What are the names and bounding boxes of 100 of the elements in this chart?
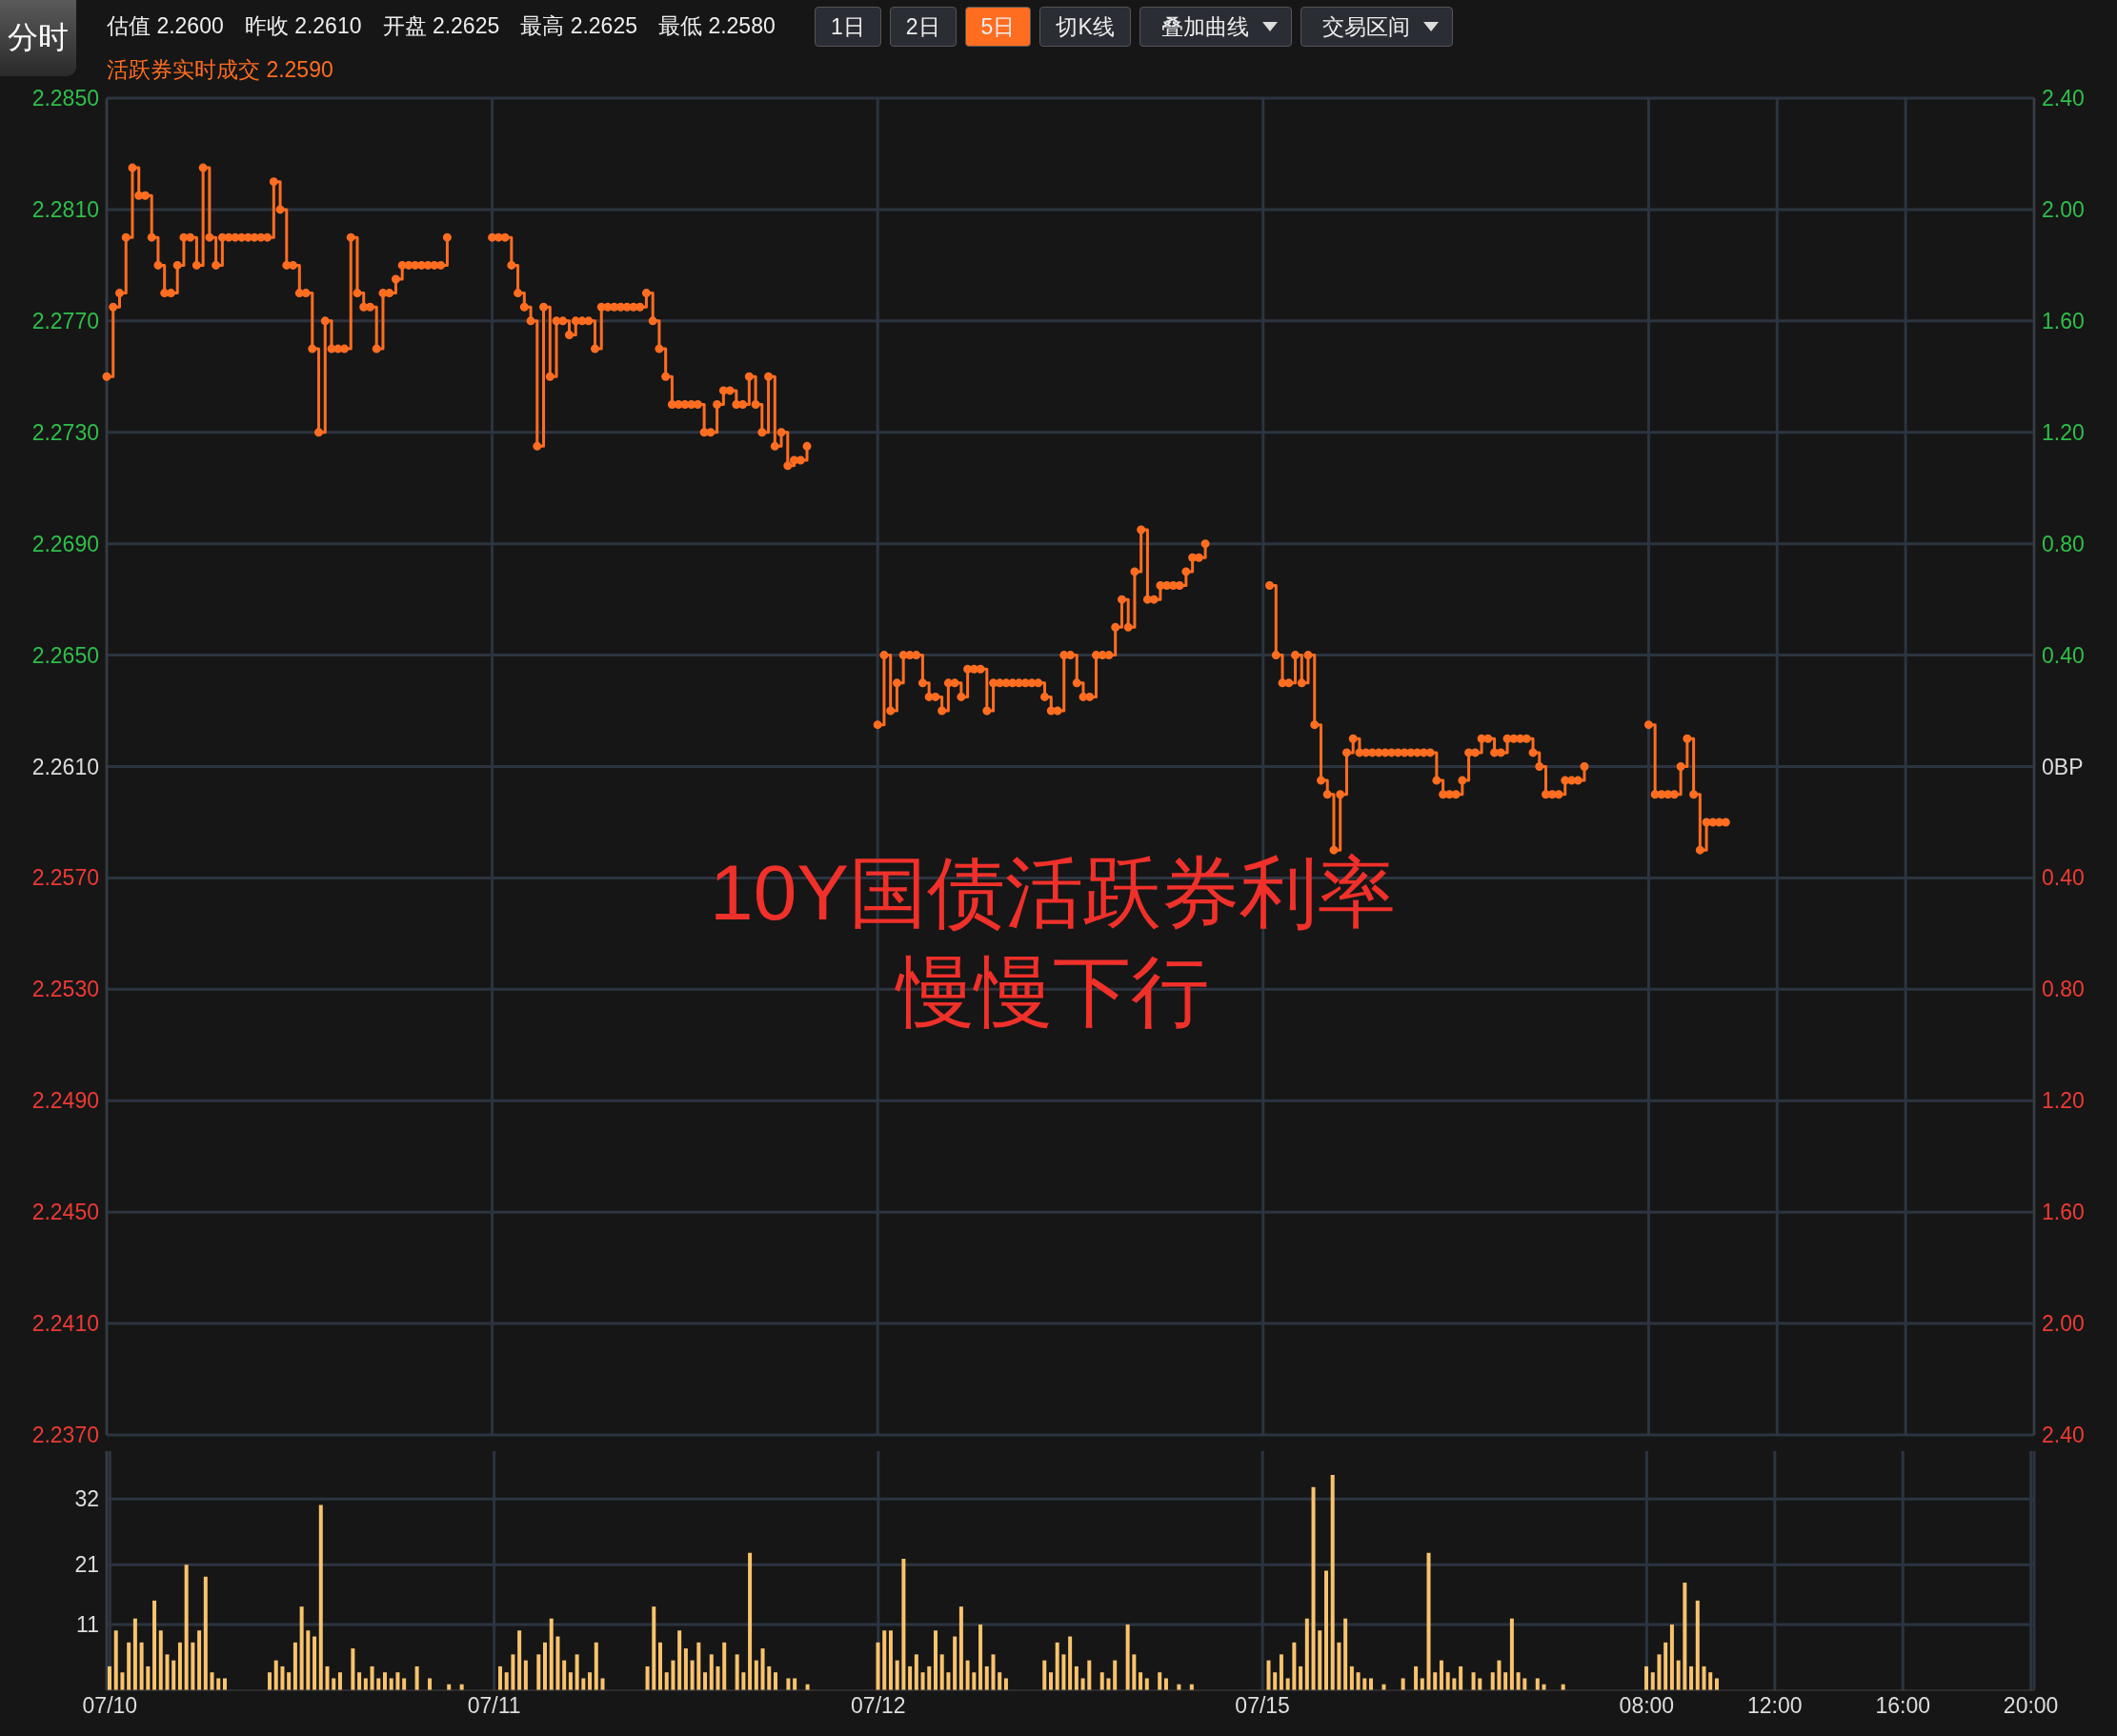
- y2-tick-label: 2.40: [2042, 86, 2085, 111]
- bar: [1163, 1678, 1168, 1690]
- y-tick-label: 2.2570: [31, 865, 99, 891]
- y2-tick-label: 0.40: [2042, 642, 2085, 668]
- bar: [1714, 1678, 1719, 1690]
- bar: [132, 1618, 137, 1690]
- bar: [549, 1618, 554, 1690]
- x-tick-label: 07/15: [1235, 1693, 1290, 1719]
- text: 最低 2.2580: [658, 12, 776, 40]
- y-tick-label: 2.2490: [31, 1088, 99, 1114]
- bar: [972, 1672, 977, 1690]
- x-tick-label: 07/11: [467, 1693, 521, 1719]
- bar: [108, 1665, 111, 1690]
- y-tick-label: 2.2690: [31, 531, 99, 556]
- bar: [908, 1665, 913, 1690]
- bar: [1311, 1486, 1316, 1690]
- bar: [1055, 1642, 1059, 1690]
- bar: [1439, 1660, 1443, 1690]
- bar: [402, 1678, 407, 1690]
- bar: [1702, 1665, 1706, 1690]
- bar: [934, 1630, 938, 1690]
- bar: [1080, 1678, 1085, 1690]
- bar: [1266, 1660, 1271, 1690]
- bar: [511, 1654, 515, 1690]
- y-tick-label: 2.2730: [31, 419, 99, 445]
- x-tick-label: 20:00: [2003, 1693, 2059, 1719]
- bar: [113, 1630, 118, 1690]
- bar: [562, 1660, 567, 1690]
- bar: [127, 1642, 131, 1690]
- bar: [1362, 1678, 1367, 1690]
- bar: [1125, 1624, 1130, 1690]
- bar: [139, 1642, 144, 1690]
- bar: [895, 1660, 899, 1690]
- y2-tick-label: 2.00: [2042, 196, 2085, 222]
- bar: [1132, 1654, 1137, 1690]
- bar: [1433, 1672, 1438, 1690]
- text: 最高 2.2625: [520, 12, 637, 40]
- x-tick-label: 07/10: [82, 1693, 138, 1719]
- bar: [517, 1630, 522, 1690]
- bar: [786, 1678, 791, 1690]
- bar: [1522, 1678, 1527, 1690]
- bar: [292, 1642, 297, 1690]
- bar: [1285, 1678, 1290, 1690]
- bar: [1042, 1660, 1047, 1690]
- y2-tick-label: 0BP: [2042, 754, 2084, 779]
- bar: [363, 1678, 368, 1690]
- bar: [1535, 1678, 1540, 1690]
- bar: [1003, 1678, 1008, 1690]
- y-tick-label: 2.2770: [31, 308, 99, 333]
- bar: [1279, 1654, 1283, 1690]
- y2-tick-label: 0.40: [2042, 865, 2085, 891]
- bar: [1676, 1660, 1681, 1690]
- bar: [337, 1672, 342, 1690]
- bar: [671, 1660, 675, 1690]
- bar: [760, 1648, 765, 1690]
- bar: [1644, 1665, 1649, 1690]
- bar: [939, 1654, 944, 1690]
- bar: [222, 1678, 227, 1690]
- bar: [600, 1678, 605, 1690]
- bar: [273, 1660, 278, 1690]
- bar: [716, 1665, 720, 1690]
- y-tick-label: 2.2850: [31, 86, 99, 111]
- y2-tick-label: 0.80: [2042, 977, 2085, 1002]
- bar: [664, 1672, 669, 1690]
- bar: [568, 1672, 573, 1690]
- bar: [184, 1564, 189, 1690]
- bar: [203, 1576, 208, 1690]
- bar: [741, 1672, 746, 1690]
- bar: [958, 1606, 963, 1690]
- bar: [953, 1636, 958, 1690]
- text: 开盘 2.2625: [382, 12, 500, 40]
- y-tick-label: 11: [76, 1612, 99, 1638]
- bar: [1420, 1678, 1424, 1690]
- bar: [536, 1654, 541, 1690]
- bar: [165, 1654, 170, 1690]
- bar: [376, 1678, 381, 1690]
- bar: [991, 1654, 996, 1690]
- bar: [146, 1665, 151, 1690]
- y-tick-label: 2.2410: [31, 1311, 99, 1337]
- bar: [914, 1654, 918, 1690]
- bar: [158, 1630, 163, 1690]
- bar: [1516, 1672, 1521, 1690]
- bar: [1689, 1665, 1694, 1690]
- bar: [280, 1665, 285, 1690]
- bar: [888, 1630, 893, 1690]
- bar: [773, 1672, 777, 1690]
- text: 2日: [889, 7, 957, 47]
- bar: [1471, 1672, 1476, 1690]
- bar: [1426, 1552, 1431, 1690]
- bar: [575, 1654, 579, 1690]
- bar: [395, 1672, 400, 1690]
- bar: [696, 1642, 701, 1690]
- bar: [703, 1672, 708, 1690]
- text: 1日: [815, 7, 881, 47]
- bar: [1657, 1654, 1662, 1690]
- bar: [383, 1672, 387, 1690]
- bar: [1708, 1672, 1713, 1690]
- text: 5日: [964, 7, 1032, 47]
- bar: [414, 1665, 419, 1690]
- bar: [588, 1672, 593, 1690]
